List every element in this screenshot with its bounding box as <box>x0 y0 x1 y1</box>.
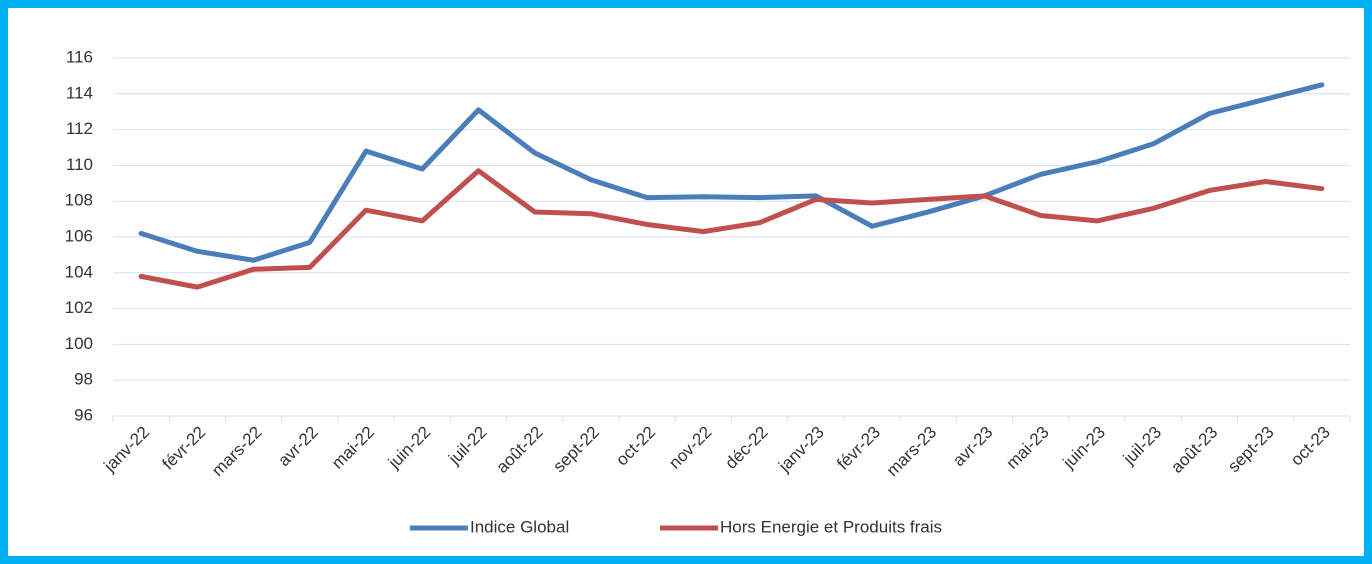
y-tick-label: 110 <box>66 155 93 174</box>
y-tick-label: 106 <box>65 226 93 245</box>
y-tick-label: 112 <box>66 119 93 138</box>
y-tick-label: 104 <box>65 262 93 281</box>
y-tick-label: 102 <box>65 298 93 317</box>
y-tick-label: 100 <box>65 334 93 353</box>
legend-label: Hors Energie et Produits frais <box>720 517 942 536</box>
line-series <box>138 82 1325 263</box>
y-tick-label: 98 <box>74 370 93 389</box>
y-tick-label: 114 <box>66 83 93 102</box>
y-tick-label: 108 <box>65 191 93 210</box>
line-series <box>138 168 1325 290</box>
y-tick-label: 96 <box>74 405 93 424</box>
y-tick-label: 116 <box>66 47 93 66</box>
legend-label: Indice Global <box>470 517 569 536</box>
